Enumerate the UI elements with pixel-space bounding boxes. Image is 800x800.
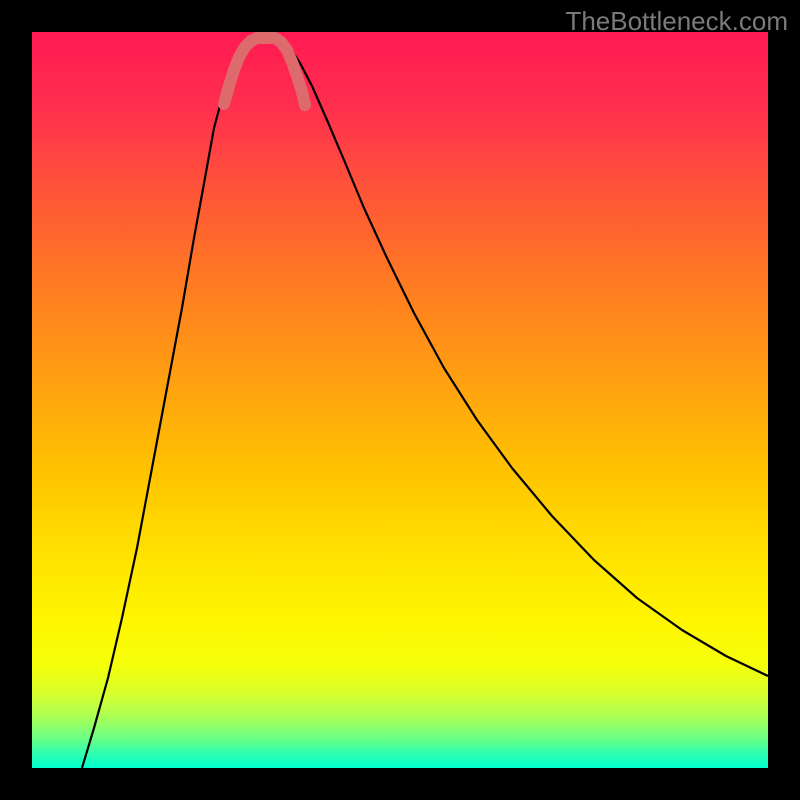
bottleneck-curve [82, 34, 768, 768]
highlight-segment [224, 38, 305, 105]
plot-area [32, 32, 768, 768]
curve-layer [32, 32, 768, 768]
watermark-text[interactable]: TheBottleneck.com [565, 6, 788, 37]
chart-container: TheBottleneck.com [0, 0, 800, 800]
